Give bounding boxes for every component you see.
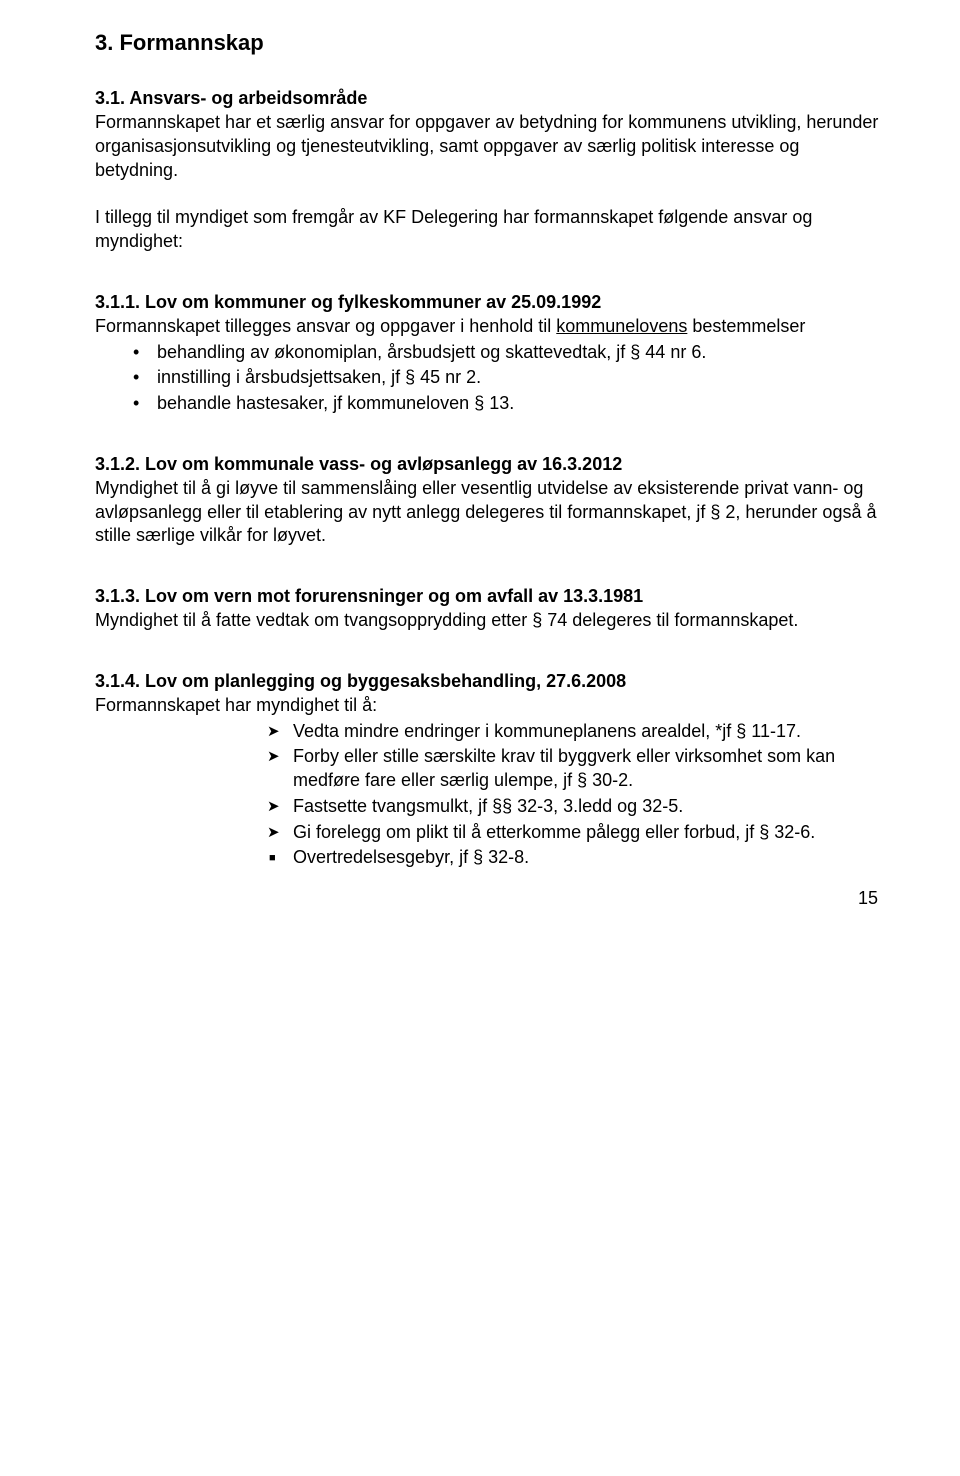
page-number: 15 <box>95 888 880 909</box>
paragraph: Myndighet til å gi løyve til sammenslåin… <box>95 477 880 548</box>
subsection-heading-3-1-1: 3.1.1. Lov om kommuner og fylkeskommuner… <box>95 292 880 313</box>
paragraph: Formannskapet har myndighet til å: <box>95 694 880 718</box>
subsection-heading-3-1-4: 3.1.4. Lov om planlegging og byggesaksbe… <box>95 671 880 692</box>
list-item: Overtredelsesgebyr, jf § 32-8. <box>293 846 880 870</box>
arrow-list: Vedta mindre endringer i kommuneplanens … <box>95 720 880 845</box>
subsection-heading-3-1: 3.1. Ansvars- og arbeidsområde <box>95 88 880 109</box>
bullet-list: behandling av økonomiplan, årsbudsjett o… <box>95 341 880 416</box>
subsection-heading-3-1-3: 3.1.3. Lov om vern mot forurensninger og… <box>95 586 880 607</box>
list-item: Fastsette tvangsmulkt, jf §§ 32-3, 3.led… <box>293 795 880 819</box>
list-item: behandling av økonomiplan, årsbudsjett o… <box>157 341 880 365</box>
list-item: Gi forelegg om plikt til å etterkomme på… <box>293 821 880 845</box>
paragraph: Formannskapet tillegges ansvar og oppgav… <box>95 315 880 339</box>
text: bestemmelser <box>687 316 805 336</box>
list-item: Forby eller stille særskilte krav til by… <box>293 745 880 793</box>
list-item: Vedta mindre endringer i kommuneplanens … <box>293 720 880 744</box>
list-item: innstilling i årsbudsjettsaken, jf § 45 … <box>157 366 880 390</box>
paragraph: Formannskapet har et særlig ansvar for o… <box>95 111 880 182</box>
paragraph: I tillegg til myndiget som fremgår av KF… <box>95 206 880 254</box>
text: Formannskapet tillegges ansvar og oppgav… <box>95 316 556 336</box>
paragraph: Myndighet til å fatte vedtak om tvangsop… <box>95 609 880 633</box>
section-title: 3. Formannskap <box>95 30 880 56</box>
square-list: Overtredelsesgebyr, jf § 32-8. <box>95 846 880 870</box>
subsection-heading-3-1-2: 3.1.2. Lov om kommunale vass- og avløpsa… <box>95 454 880 475</box>
list-item: behandle hastesaker, jf kommuneloven § 1… <box>157 392 880 416</box>
underlined-text: kommunelovens <box>556 316 687 336</box>
